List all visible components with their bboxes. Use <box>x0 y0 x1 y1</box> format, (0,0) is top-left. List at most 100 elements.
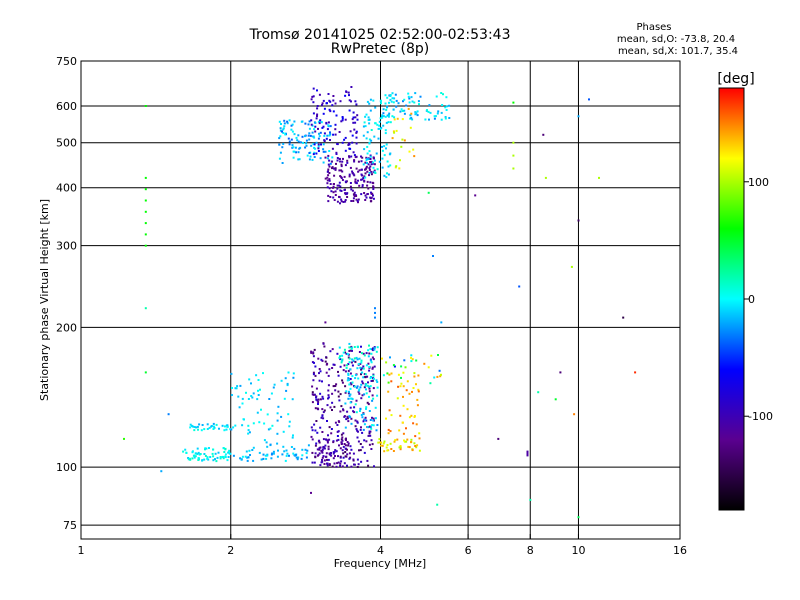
data-point <box>352 459 355 462</box>
data-point <box>353 463 355 466</box>
data-point <box>325 137 328 140</box>
data-point <box>334 449 337 452</box>
data-point <box>282 128 285 131</box>
data-point <box>343 443 346 445</box>
data-point <box>370 163 373 166</box>
data-point <box>355 386 358 389</box>
data-point <box>311 158 314 161</box>
data-point <box>369 158 372 160</box>
data-point <box>371 399 374 402</box>
data-point <box>300 120 303 123</box>
data-point <box>353 385 356 388</box>
data-point <box>278 157 281 160</box>
data-point <box>634 371 637 374</box>
data-point <box>328 150 331 152</box>
data-point <box>321 431 324 433</box>
data-point <box>369 426 372 428</box>
data-point <box>346 415 349 418</box>
data-point <box>405 389 408 392</box>
data-point <box>428 118 430 121</box>
data-point <box>326 157 329 160</box>
data-point <box>368 369 371 372</box>
data-point <box>247 424 250 427</box>
data-point <box>356 385 359 388</box>
data-point <box>337 461 340 464</box>
data-point <box>282 430 285 433</box>
data-point <box>352 111 355 114</box>
data-point <box>322 397 325 400</box>
data-point <box>229 452 232 455</box>
data-point <box>337 438 340 441</box>
data-point <box>310 123 313 126</box>
colorbar-tick-label: 100 <box>748 176 769 189</box>
data-point <box>312 351 315 354</box>
data-point <box>353 406 356 409</box>
data-point <box>512 101 515 104</box>
data-point <box>328 464 331 466</box>
x-axis-label: Frequency [MHz] <box>334 557 426 570</box>
data-point <box>349 401 352 404</box>
data-point <box>347 420 350 423</box>
data-point <box>320 358 323 361</box>
data-point <box>144 233 147 236</box>
data-point <box>341 141 344 144</box>
data-point <box>411 449 414 452</box>
data-point <box>373 377 375 380</box>
data-point <box>389 121 392 124</box>
data-point <box>395 99 398 102</box>
data-point <box>526 454 529 457</box>
data-point <box>299 141 302 144</box>
data-point <box>364 115 367 118</box>
data-point <box>387 381 390 384</box>
data-point <box>349 130 352 133</box>
data-point <box>377 127 380 130</box>
data-point <box>285 449 288 452</box>
data-point <box>359 362 362 365</box>
data-point <box>224 425 226 428</box>
colorbar-tick-label: -100 <box>748 410 773 423</box>
data-point <box>399 414 402 417</box>
data-point <box>368 443 371 446</box>
data-point <box>343 462 346 465</box>
data-point <box>338 131 341 133</box>
data-point <box>361 156 364 159</box>
data-point <box>311 438 314 441</box>
data-point <box>321 414 324 417</box>
data-point <box>328 165 331 168</box>
data-point <box>340 169 343 172</box>
data-point <box>357 160 360 163</box>
data-point <box>433 376 436 379</box>
data-point <box>333 174 336 177</box>
data-point <box>598 176 600 179</box>
data-point <box>366 375 369 378</box>
data-point <box>366 180 369 183</box>
data-point <box>328 438 331 441</box>
data-point <box>328 172 331 174</box>
data-point <box>326 182 329 185</box>
data-points <box>123 86 637 519</box>
data-point <box>372 417 375 420</box>
data-point <box>365 392 368 395</box>
data-point <box>360 426 362 429</box>
data-point <box>341 179 344 181</box>
data-point <box>327 389 330 392</box>
data-point <box>428 104 431 107</box>
data-point <box>410 354 413 357</box>
data-point <box>319 131 322 134</box>
data-point <box>340 120 343 123</box>
data-point <box>191 457 194 460</box>
data-point <box>341 116 344 118</box>
data-point <box>333 405 336 408</box>
data-point <box>336 424 339 426</box>
data-point <box>331 186 334 189</box>
data-point <box>196 447 199 450</box>
data-point <box>310 435 313 438</box>
data-point <box>292 150 295 153</box>
data-point <box>314 444 317 447</box>
data-point <box>277 449 279 452</box>
data-point <box>290 138 293 141</box>
data-point <box>364 168 366 171</box>
data-point <box>224 447 227 450</box>
data-point <box>339 410 342 413</box>
data-point <box>224 453 227 456</box>
